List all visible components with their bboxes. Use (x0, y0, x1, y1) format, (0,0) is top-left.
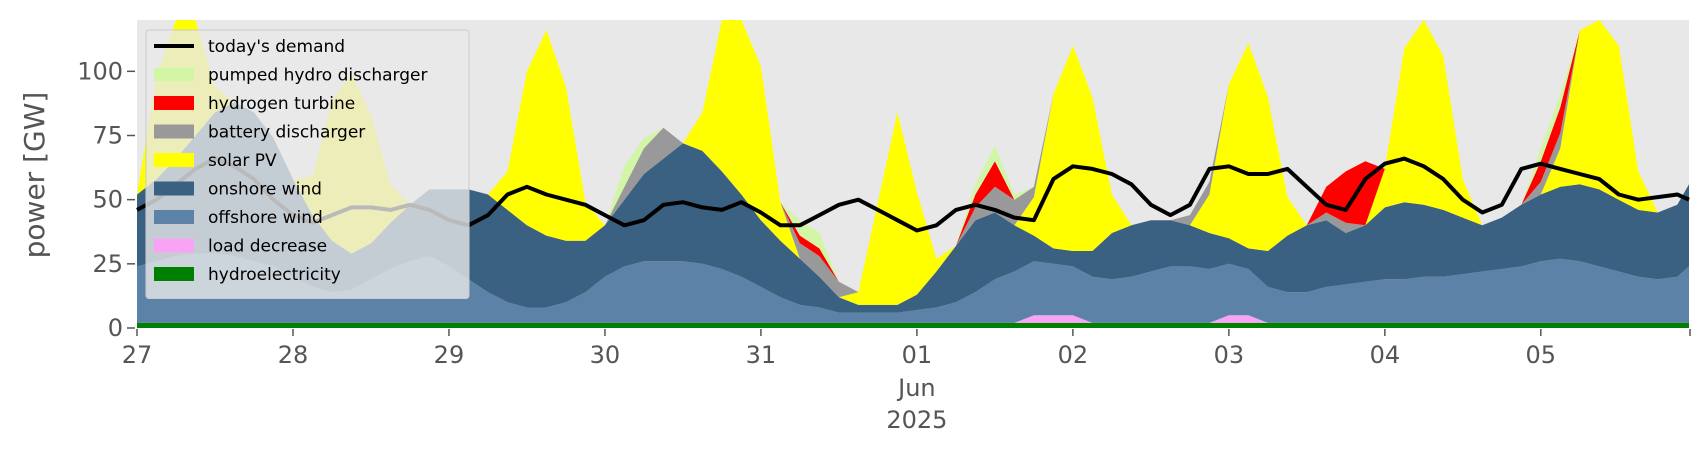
x-tick-label: 27 (122, 341, 153, 369)
x-axis: 27 28 29 30 31 01 02 03 04 05 Jun 2025 (122, 329, 1691, 434)
y-tick-label: 25 (92, 250, 123, 278)
legend-offshore-wind-label: offshore wind (208, 208, 323, 228)
x-tick-label: 01 (902, 341, 933, 369)
y-tick-label: 75 (92, 122, 123, 150)
legend-pumped-hydro-discharger-label: pumped hydro discharger (208, 66, 427, 86)
legend-hydrogen-turbine-swatch (154, 96, 194, 110)
area-onshore-wind (137, 102, 1689, 313)
legend-battery-discharger-swatch (154, 124, 194, 139)
x-year-label: 2025 (886, 406, 947, 434)
x-month-label: Jun (896, 374, 936, 402)
area-solar-pv (137, 20, 1689, 305)
area-offshore-wind (137, 253, 1689, 323)
legend-solar-pv-swatch (154, 153, 194, 167)
legend-onshore-wind-label: onshore wind (208, 180, 322, 200)
x-tick-label: 28 (278, 341, 309, 369)
legend-box (145, 29, 470, 299)
x-tick-label: 03 (1214, 341, 1245, 369)
area-hydroelectricity (137, 322, 1689, 328)
x-tick-label: 31 (746, 341, 777, 369)
y-tick-label: 50 (92, 186, 123, 214)
x-tick-label: 30 (590, 341, 621, 369)
legend-hydroelectricity-swatch (154, 267, 194, 281)
legend: today's demand pumped hydro discharger hyd… (145, 29, 470, 299)
x-tick-label: 04 (1370, 341, 1401, 369)
legend-pumped-hydro-discharger-swatch (154, 67, 194, 82)
legend-hydroelectricity-label: hydroelectricity (208, 265, 341, 285)
y-axis: 0 25 50 75 100 (77, 57, 135, 342)
legend-load-decrease-swatch (154, 238, 194, 253)
legend-today-s-demand-label: today's demand (208, 37, 345, 57)
legend-hydrogen-turbine-label: hydrogen turbine (208, 94, 355, 114)
x-tick-label: 05 (1526, 341, 1557, 369)
legend-solar-pv-label: solar PV (208, 151, 277, 171)
stacked-areas (137, 20, 1689, 328)
legend-onshore-wind-swatch (154, 181, 194, 196)
x-tick-label: 02 (1058, 341, 1089, 369)
y-tick-label: 0 (108, 314, 123, 342)
y-axis-label: power [GW] (18, 92, 51, 259)
legend-battery-discharger-label: battery discharger (208, 123, 365, 143)
x-tick-label: 29 (434, 341, 465, 369)
legend-offshore-wind-swatch (154, 210, 194, 224)
legend-load-decrease-label: load decrease (208, 237, 327, 257)
y-tick-label: 100 (77, 57, 123, 85)
